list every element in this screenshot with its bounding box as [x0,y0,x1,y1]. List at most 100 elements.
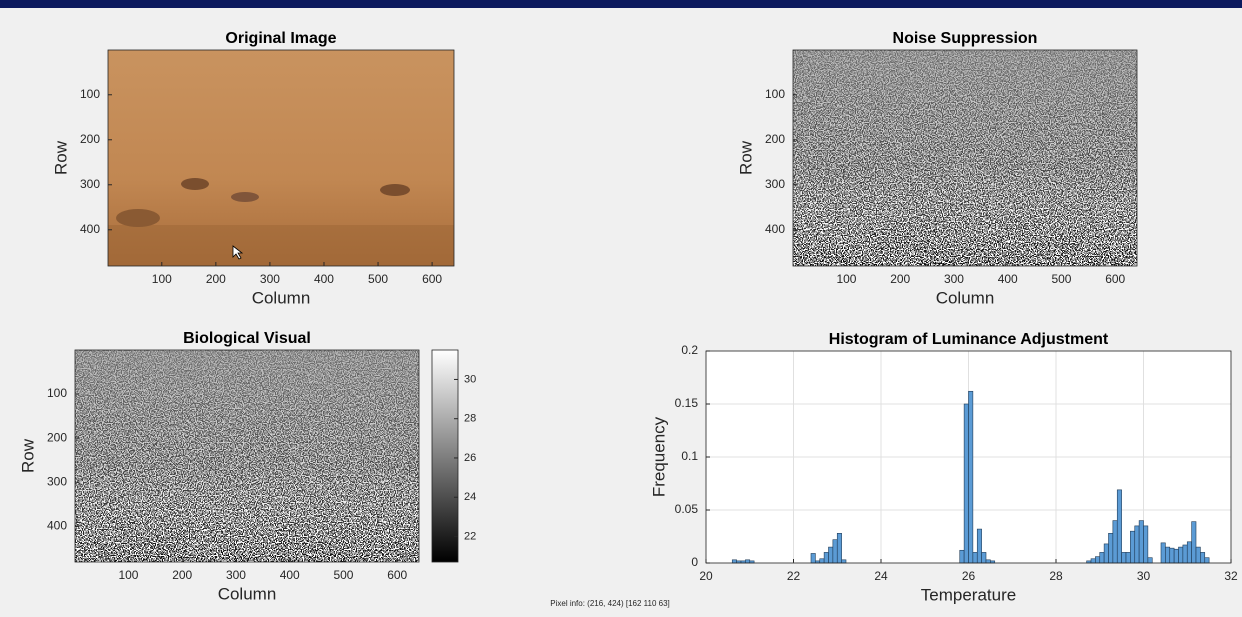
y-tick-label: 100 [47,386,67,400]
axes-box [705,350,1232,564]
bar [823,552,829,564]
x-tick-label: 22 [787,569,801,583]
y-tick-label: 0.15 [675,396,699,410]
bar [1125,552,1131,564]
y-tick-label: 400 [765,222,785,236]
bar [1147,557,1153,564]
x-tick-label: 100 [836,272,856,286]
x-tick-label: 500 [368,272,388,286]
bar [1121,552,1127,564]
bar [1191,521,1197,564]
y-tick-label: 100 [80,87,100,101]
x-tick-label: 400 [280,568,300,582]
bar [1195,546,1201,564]
x-tick-label: 200 [206,272,226,286]
axes-title: Original Image [225,30,336,47]
bar [1182,544,1188,564]
y-tick-label: 100 [765,87,785,101]
axes-box [792,49,1138,267]
x-tick-label: 20 [699,569,713,583]
y-tick-label: 200 [765,132,785,146]
bar [1138,520,1144,564]
bar [959,549,965,564]
colorbar-tick-label: 24 [464,491,476,503]
x-tick-label: 100 [118,568,138,582]
y-tick-label: 300 [765,177,785,191]
bar [841,559,847,564]
axes-box [107,49,455,267]
noise-shade [793,50,1137,266]
bar [981,552,987,564]
x-tick-label: 26 [962,569,976,583]
x-tick-label: 300 [944,272,964,286]
axes-title: Histogram of Luminance Adjustment [829,331,1109,348]
x-tick-label: 300 [260,272,280,286]
x-tick-label: 100 [152,272,172,286]
bar [1134,525,1140,564]
x-tick-label: 600 [1105,272,1125,286]
camel [231,192,259,202]
x-axis-label: Column [252,288,311,307]
bush [116,209,160,227]
y-tick-label: 0 [691,555,698,569]
y-tick-label: 200 [80,132,100,146]
bar [1130,530,1136,564]
axes-title: Biological Visual [183,330,311,347]
bar [1160,542,1166,564]
y-tick-label: 0.1 [681,449,698,463]
y-axis-label: Row [736,140,755,175]
x-tick-label: 32 [1224,569,1238,583]
bar [745,559,751,564]
bar [1169,547,1175,564]
bar [963,403,969,564]
bar [1099,552,1105,564]
x-tick-label: 500 [1051,272,1071,286]
bar [731,559,737,564]
colorbar-tick-label: 30 [464,373,476,385]
x-tick-label: 500 [333,568,353,582]
x-tick-label: 200 [172,568,192,582]
bar [1178,546,1184,564]
bar [1103,543,1109,564]
bar [832,539,838,564]
bar [1108,533,1114,564]
colorbar [431,349,459,563]
axes-box [74,349,420,563]
bar [836,533,842,564]
x-tick-label: 600 [387,568,407,582]
bar [985,559,991,564]
bar [828,546,834,564]
camel [380,184,410,196]
noise-shade [75,350,419,562]
bar [1095,556,1101,564]
x-axis-label: Column [218,584,277,603]
y-tick-label: 0.05 [675,502,699,516]
bar [1186,541,1192,564]
colorbar-tick-label: 22 [464,530,476,542]
x-axis-label: Temperature [921,585,1016,604]
x-tick-label: 400 [314,272,334,286]
bar [1165,546,1171,564]
y-tick-label: 0.2 [681,343,698,357]
bar [1200,552,1206,564]
x-tick-label: 24 [874,569,888,583]
ground [108,225,454,266]
x-tick-label: 400 [998,272,1018,286]
bar [1204,557,1210,564]
bar [1143,525,1149,564]
colorbar-tick-label: 28 [464,413,476,425]
bar [1112,520,1118,564]
x-tick-label: 600 [422,272,442,286]
pixel-info: Pixel info: (216, 424) [162 110 63] [550,599,670,608]
x-tick-label: 30 [1137,569,1151,583]
colorbar-tick-label: 26 [464,452,476,464]
y-axis-label: Row [18,438,37,473]
y-tick-label: 400 [80,222,100,236]
y-tick-label: 300 [80,177,100,191]
x-axis-label: Column [936,288,995,307]
bar [1116,489,1122,564]
y-tick-label: 400 [47,519,67,533]
bar [810,553,816,564]
x-tick-label: 200 [890,272,910,286]
